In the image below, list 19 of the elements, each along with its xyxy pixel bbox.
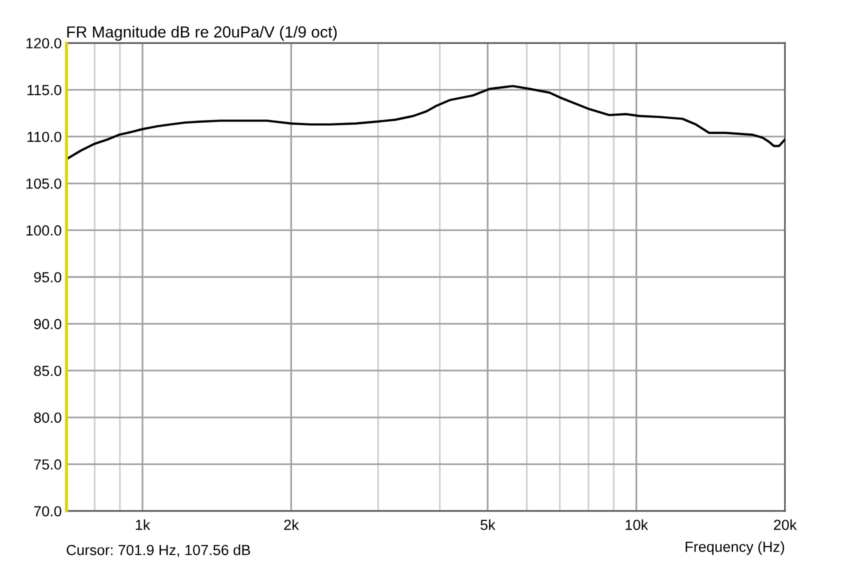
y-tick-label: 120.0 bbox=[26, 38, 62, 48]
y-tick-label: 80.0 bbox=[34, 412, 62, 423]
y-tick-label: 100.0 bbox=[26, 225, 62, 236]
x-tick-label: 1k bbox=[136, 519, 150, 530]
x-tick-label: 10k bbox=[626, 519, 648, 530]
y-tick-label: 75.0 bbox=[34, 459, 62, 470]
x-tick-label: 20k bbox=[774, 519, 797, 530]
y-tick-label: 110.0 bbox=[28, 132, 62, 142]
y-tick-label: 105.0 bbox=[26, 178, 62, 189]
y-tick-label: 95.0 bbox=[34, 272, 62, 282]
x-tick-label: 2k bbox=[284, 519, 299, 530]
y-tick-label: 85.0 bbox=[34, 366, 62, 376]
y-tick-label: 90.0 bbox=[34, 318, 62, 330]
x-tick-label: 5k bbox=[480, 519, 496, 530]
text: Cursor: 701.9 Hz, 107.56 dB bbox=[66, 544, 250, 557]
y-tick-label: 115.0 bbox=[28, 84, 62, 96]
y-tick-label: 70.0 bbox=[34, 506, 62, 516]
chart-title: FR Magnitude dB re 20uPa/V (1/9 oct) bbox=[67, 26, 337, 41]
x-axis-title: Frequency (Hz) bbox=[686, 541, 784, 555]
